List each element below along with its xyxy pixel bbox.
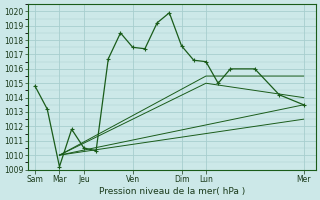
X-axis label: Pression niveau de la mer( hPa ): Pression niveau de la mer( hPa ): [99, 187, 245, 196]
